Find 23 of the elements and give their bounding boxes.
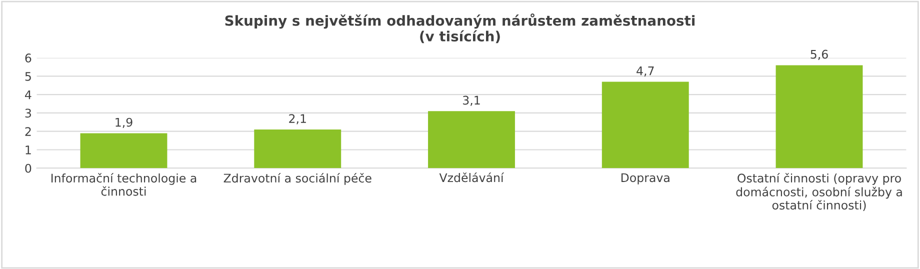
data-label: 5,6 (810, 50, 828, 60)
bar (254, 130, 342, 168)
y-tick-label: 1 (26, 146, 31, 154)
y-tick-label: 5 (25, 72, 31, 81)
bar (602, 82, 689, 168)
bar (428, 111, 515, 168)
y-tick-label: 3 (25, 108, 31, 118)
data-label: 1,9 (116, 118, 132, 128)
data-label: 3,1 (463, 96, 480, 106)
x-tick-label: Ostatní činnosti (opravy pro domácnosti, osobní služby a ostatní činnosti) (736, 172, 902, 211)
x-tick-label: Vzdělávání (439, 172, 504, 182)
y-tick-label: 4 (25, 90, 32, 100)
bar (776, 65, 863, 168)
x-tick-label: Informační technologie a činnosti (51, 172, 196, 196)
bar (80, 133, 168, 168)
chart-title: Skupiny s největším odhadovaným nárůstem zaměstnanosti (v tisících) (225, 13, 695, 44)
data-label: 4,7 (636, 66, 654, 76)
x-tick-label: Doprava (621, 173, 670, 184)
x-tick-label: Zdravotní a sociální péče (224, 172, 372, 185)
y-tick-label: 2 (25, 127, 31, 136)
data-label: 2,1 (289, 114, 306, 124)
y-tick-label: 6 (25, 54, 32, 62)
y-tick-label: 0 (25, 164, 32, 173)
